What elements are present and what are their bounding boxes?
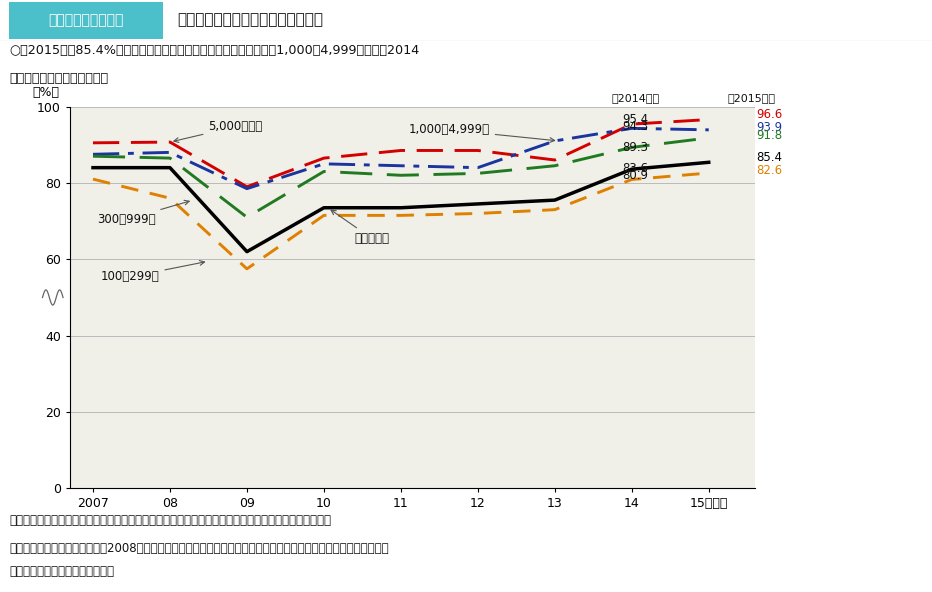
Text: （%）: （%） <box>33 86 60 99</box>
Text: 年の賃上げ率を上回った。: 年の賃上げ率を上回った。 <box>9 72 108 85</box>
Text: １人平均賃金を引き上げる企業割合: １人平均賃金を引き上げる企業割合 <box>177 12 323 27</box>
Text: 定と回答した企業の割合。: 定と回答した企業の割合。 <box>9 565 115 578</box>
Text: 82.6: 82.6 <box>757 164 783 177</box>
Text: 95.4: 95.4 <box>623 112 649 126</box>
Bar <box>9 2 163 39</box>
Text: 300～999人: 300～999人 <box>97 200 189 226</box>
Text: 85.4: 85.4 <box>757 151 783 164</box>
Text: （2014年）: （2014年） <box>611 93 660 103</box>
Text: 89.3: 89.3 <box>623 141 649 155</box>
Text: 5,000人以上: 5,000人以上 <box>174 120 263 143</box>
Text: 94.3: 94.3 <box>623 120 649 133</box>
Text: 83.6: 83.6 <box>623 162 649 175</box>
Text: 80.9: 80.9 <box>623 169 649 182</box>
Text: 第１－（５）－８図: 第１－（５）－８図 <box>48 13 124 27</box>
Text: ○　2015年は85.4%の企業が賃金の引上げを行っており、企業規模1,000～4,999人を除き2014: ○ 2015年は85.4%の企業が賃金の引上げを行っており、企業規模1,000～… <box>9 44 419 57</box>
Text: 1,000～4,999人: 1,000～4,999人 <box>408 123 555 143</box>
Text: （2015年）: （2015年） <box>727 93 775 103</box>
Text: 資料出所　厚生労働省「賃金引上げ等の実態に関する調査」をもとに厚生労働省労働政策担当参事官室: 資料出所 厚生労働省「賃金引上げ等の実態に関する調査」をもとに厚生労働省労働政策… <box>9 514 331 527</box>
Text: 93.9: 93.9 <box>757 121 783 134</box>
Text: 91.8: 91.8 <box>757 128 783 141</box>
Text: 100～299人: 100～299人 <box>101 260 204 284</box>
Text: （注）　調査時点（各年８月（2008年以前は９月））において、年内に１人平均賃金を引き上げた又は、引き上げ予: （注） 調査時点（各年８月（2008年以前は９月））において、年内に１人平均賃金… <box>9 542 389 555</box>
Text: 96.6: 96.6 <box>757 108 783 121</box>
Text: 企業規模計: 企業規模計 <box>331 210 390 245</box>
